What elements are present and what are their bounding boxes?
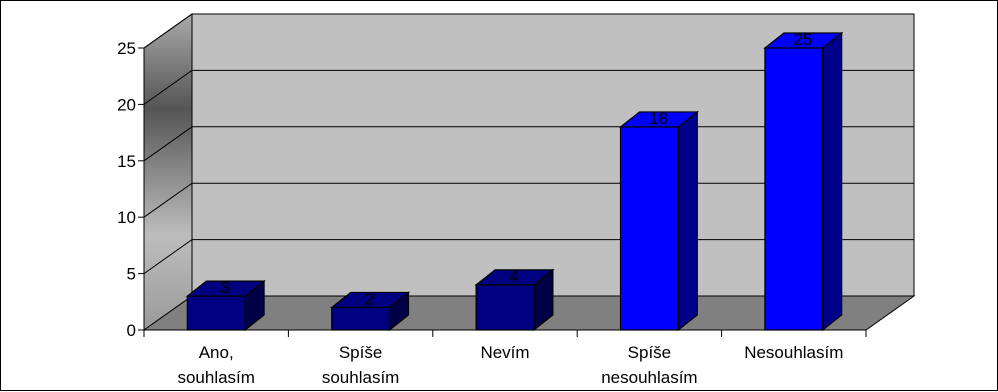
gridline	[143, 13, 914, 49]
data-label: 2	[365, 289, 374, 308]
y-tick-label: 0	[127, 321, 136, 340]
x-tick-label: Nevím	[480, 343, 529, 362]
x-tick-label: Ano, souhlasím	[177, 343, 254, 387]
x-tick-label: Spíše nesouhlasím	[601, 343, 697, 387]
x-tick-label-line: souhlasím	[322, 368, 399, 387]
y-tick-label: 10	[117, 208, 136, 227]
bar	[618, 110, 700, 332]
x-tick-label-line: nesouhlasím	[601, 368, 697, 387]
data-label: 3	[220, 278, 229, 297]
bar-front	[475, 284, 535, 331]
y-tick-label: 15	[117, 152, 136, 171]
y-tick-label: 20	[117, 95, 136, 114]
data-label: 18	[649, 109, 668, 128]
x-tick-label-line: Spíše	[628, 343, 671, 362]
bar-front	[764, 47, 824, 331]
x-tick-label-line: Ano,	[199, 343, 234, 362]
bar	[185, 279, 266, 332]
bar	[329, 291, 411, 332]
bar	[763, 31, 844, 332]
bar	[474, 268, 555, 332]
bar-front	[619, 126, 679, 331]
x-tick-label-line: souhlasím	[177, 368, 254, 387]
x-tick-label-line: Nevím	[480, 343, 529, 362]
bar-front	[331, 306, 391, 331]
y-tick-label: 25	[117, 39, 136, 58]
y-tick-label: 5	[127, 265, 136, 284]
data-label: 4	[509, 267, 518, 286]
x-tick-label-line: Nesouhlasím	[744, 343, 843, 362]
x-tick-label: Spíše souhlasím	[322, 343, 399, 387]
x-tick-label-line: Spíše	[339, 343, 382, 362]
x-tick-label: Nesouhlasím	[744, 343, 843, 362]
side-wall	[143, 13, 193, 331]
bar-front	[186, 295, 246, 331]
data-label: 25	[793, 30, 812, 49]
gridline	[143, 69, 914, 105]
bar-side	[822, 31, 843, 332]
bar-side	[677, 110, 698, 332]
